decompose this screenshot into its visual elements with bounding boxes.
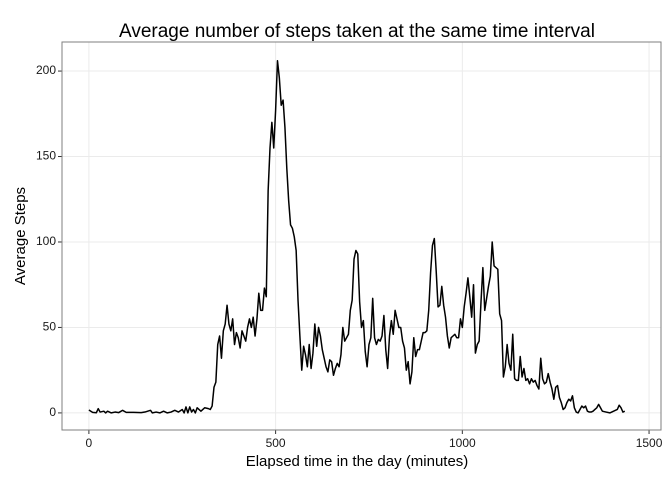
chart-title: Average number of steps taken at the sam… [119, 21, 595, 42]
y-tick-label: 0 [49, 405, 56, 419]
y-tick-label: 150 [36, 149, 56, 163]
x-axis-label: Elapsed time in the day (minutes) [246, 453, 469, 470]
plot-panel [62, 42, 661, 430]
panel-border [61, 41, 662, 431]
y-tick-label: 50 [43, 320, 57, 334]
y-tick-label: 200 [36, 63, 56, 77]
line [88, 60, 626, 414]
y-axis-label: Average Steps [12, 187, 29, 285]
x-tick-label: 500 [266, 436, 286, 450]
x-tick-label: 1500 [636, 436, 663, 450]
x-tick-label: 0 [86, 436, 93, 450]
x-tick-label: 1000 [449, 436, 476, 450]
y-tick-label: 100 [36, 234, 56, 248]
